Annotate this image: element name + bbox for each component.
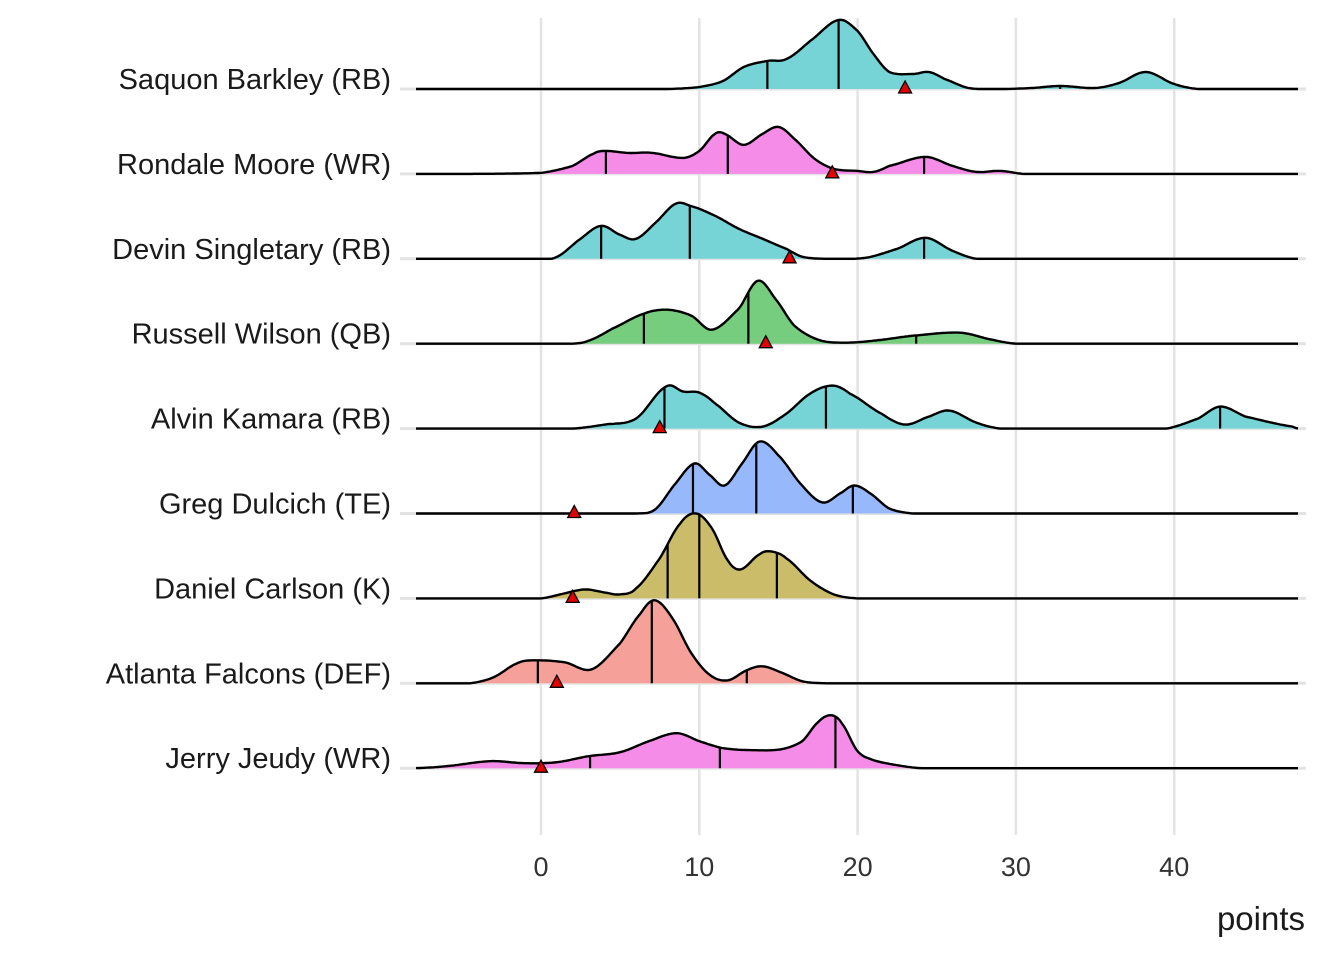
- actual-points-marker: [897, 79, 913, 94]
- density-outline: [416, 512, 1298, 600]
- density-area: [416, 600, 1298, 684]
- x-tick-label: 20: [843, 852, 873, 882]
- density-area: [416, 202, 1298, 259]
- density-area: [416, 19, 1298, 89]
- ridge: [416, 598, 1298, 688]
- ridge-label: Atlanta Falcons (DEF): [106, 658, 391, 690]
- x-tick-label: 10: [684, 852, 714, 882]
- ridge: [416, 512, 1298, 604]
- density-area: [416, 280, 1298, 344]
- actual-points-marker: [566, 504, 582, 519]
- ridge-label: Daniel Carlson (K): [154, 573, 391, 605]
- ridge-label: Russell Wilson (QB): [132, 319, 391, 351]
- actual-points-marker: [758, 334, 774, 349]
- actual-points-marker: [652, 419, 668, 434]
- actual-points-marker: [781, 249, 798, 264]
- ridge-label: Devin Singletary (RB): [112, 234, 391, 266]
- ridge-label: Alvin Kamara (RB): [151, 404, 391, 436]
- ridge: [416, 279, 1298, 349]
- ridge: [416, 440, 1298, 519]
- ridge: [416, 384, 1299, 434]
- actual-points-marker: [549, 673, 565, 688]
- x-tick-label: 0: [533, 852, 548, 882]
- density-outline: [416, 384, 1299, 430]
- density-area: [416, 126, 1298, 174]
- density-outline: [416, 440, 1298, 515]
- density-outline: [416, 18, 1298, 91]
- density-area: [416, 385, 1298, 429]
- density-outline: [416, 201, 1298, 260]
- ridge: [416, 201, 1298, 264]
- ridge-label: Jerry Jeudy (WR): [165, 743, 391, 775]
- actual-points-marker: [824, 164, 840, 179]
- ridge: [416, 713, 1298, 773]
- x-tick-label: 40: [1159, 852, 1189, 882]
- y-axis-labels: Saquon Barkley (RB) Rondale Moore (WR) Dev…: [106, 64, 391, 775]
- x-axis-title: points: [1217, 900, 1305, 937]
- ridges: [416, 18, 1299, 773]
- actual-points-marker: [565, 589, 581, 604]
- ridge: [416, 125, 1298, 179]
- density-outline: [416, 713, 1298, 770]
- density-outline: [416, 598, 1298, 685]
- density-area: [416, 715, 1298, 769]
- ridge-label: Rondale Moore (WR): [117, 149, 391, 181]
- x-axis-ticks: 0 10 20 30 40: [533, 852, 1189, 882]
- density-outline: [416, 125, 1298, 176]
- x-tick-label: 30: [1001, 852, 1031, 882]
- actual-points-marker: [533, 758, 549, 773]
- ridge: [416, 18, 1298, 94]
- ridge-label: Saquon Barkley (RB): [119, 64, 391, 96]
- ridge-label: Greg Dulcich (TE): [159, 489, 391, 521]
- density-area: [416, 441, 1298, 514]
- density-outline: [416, 279, 1298, 345]
